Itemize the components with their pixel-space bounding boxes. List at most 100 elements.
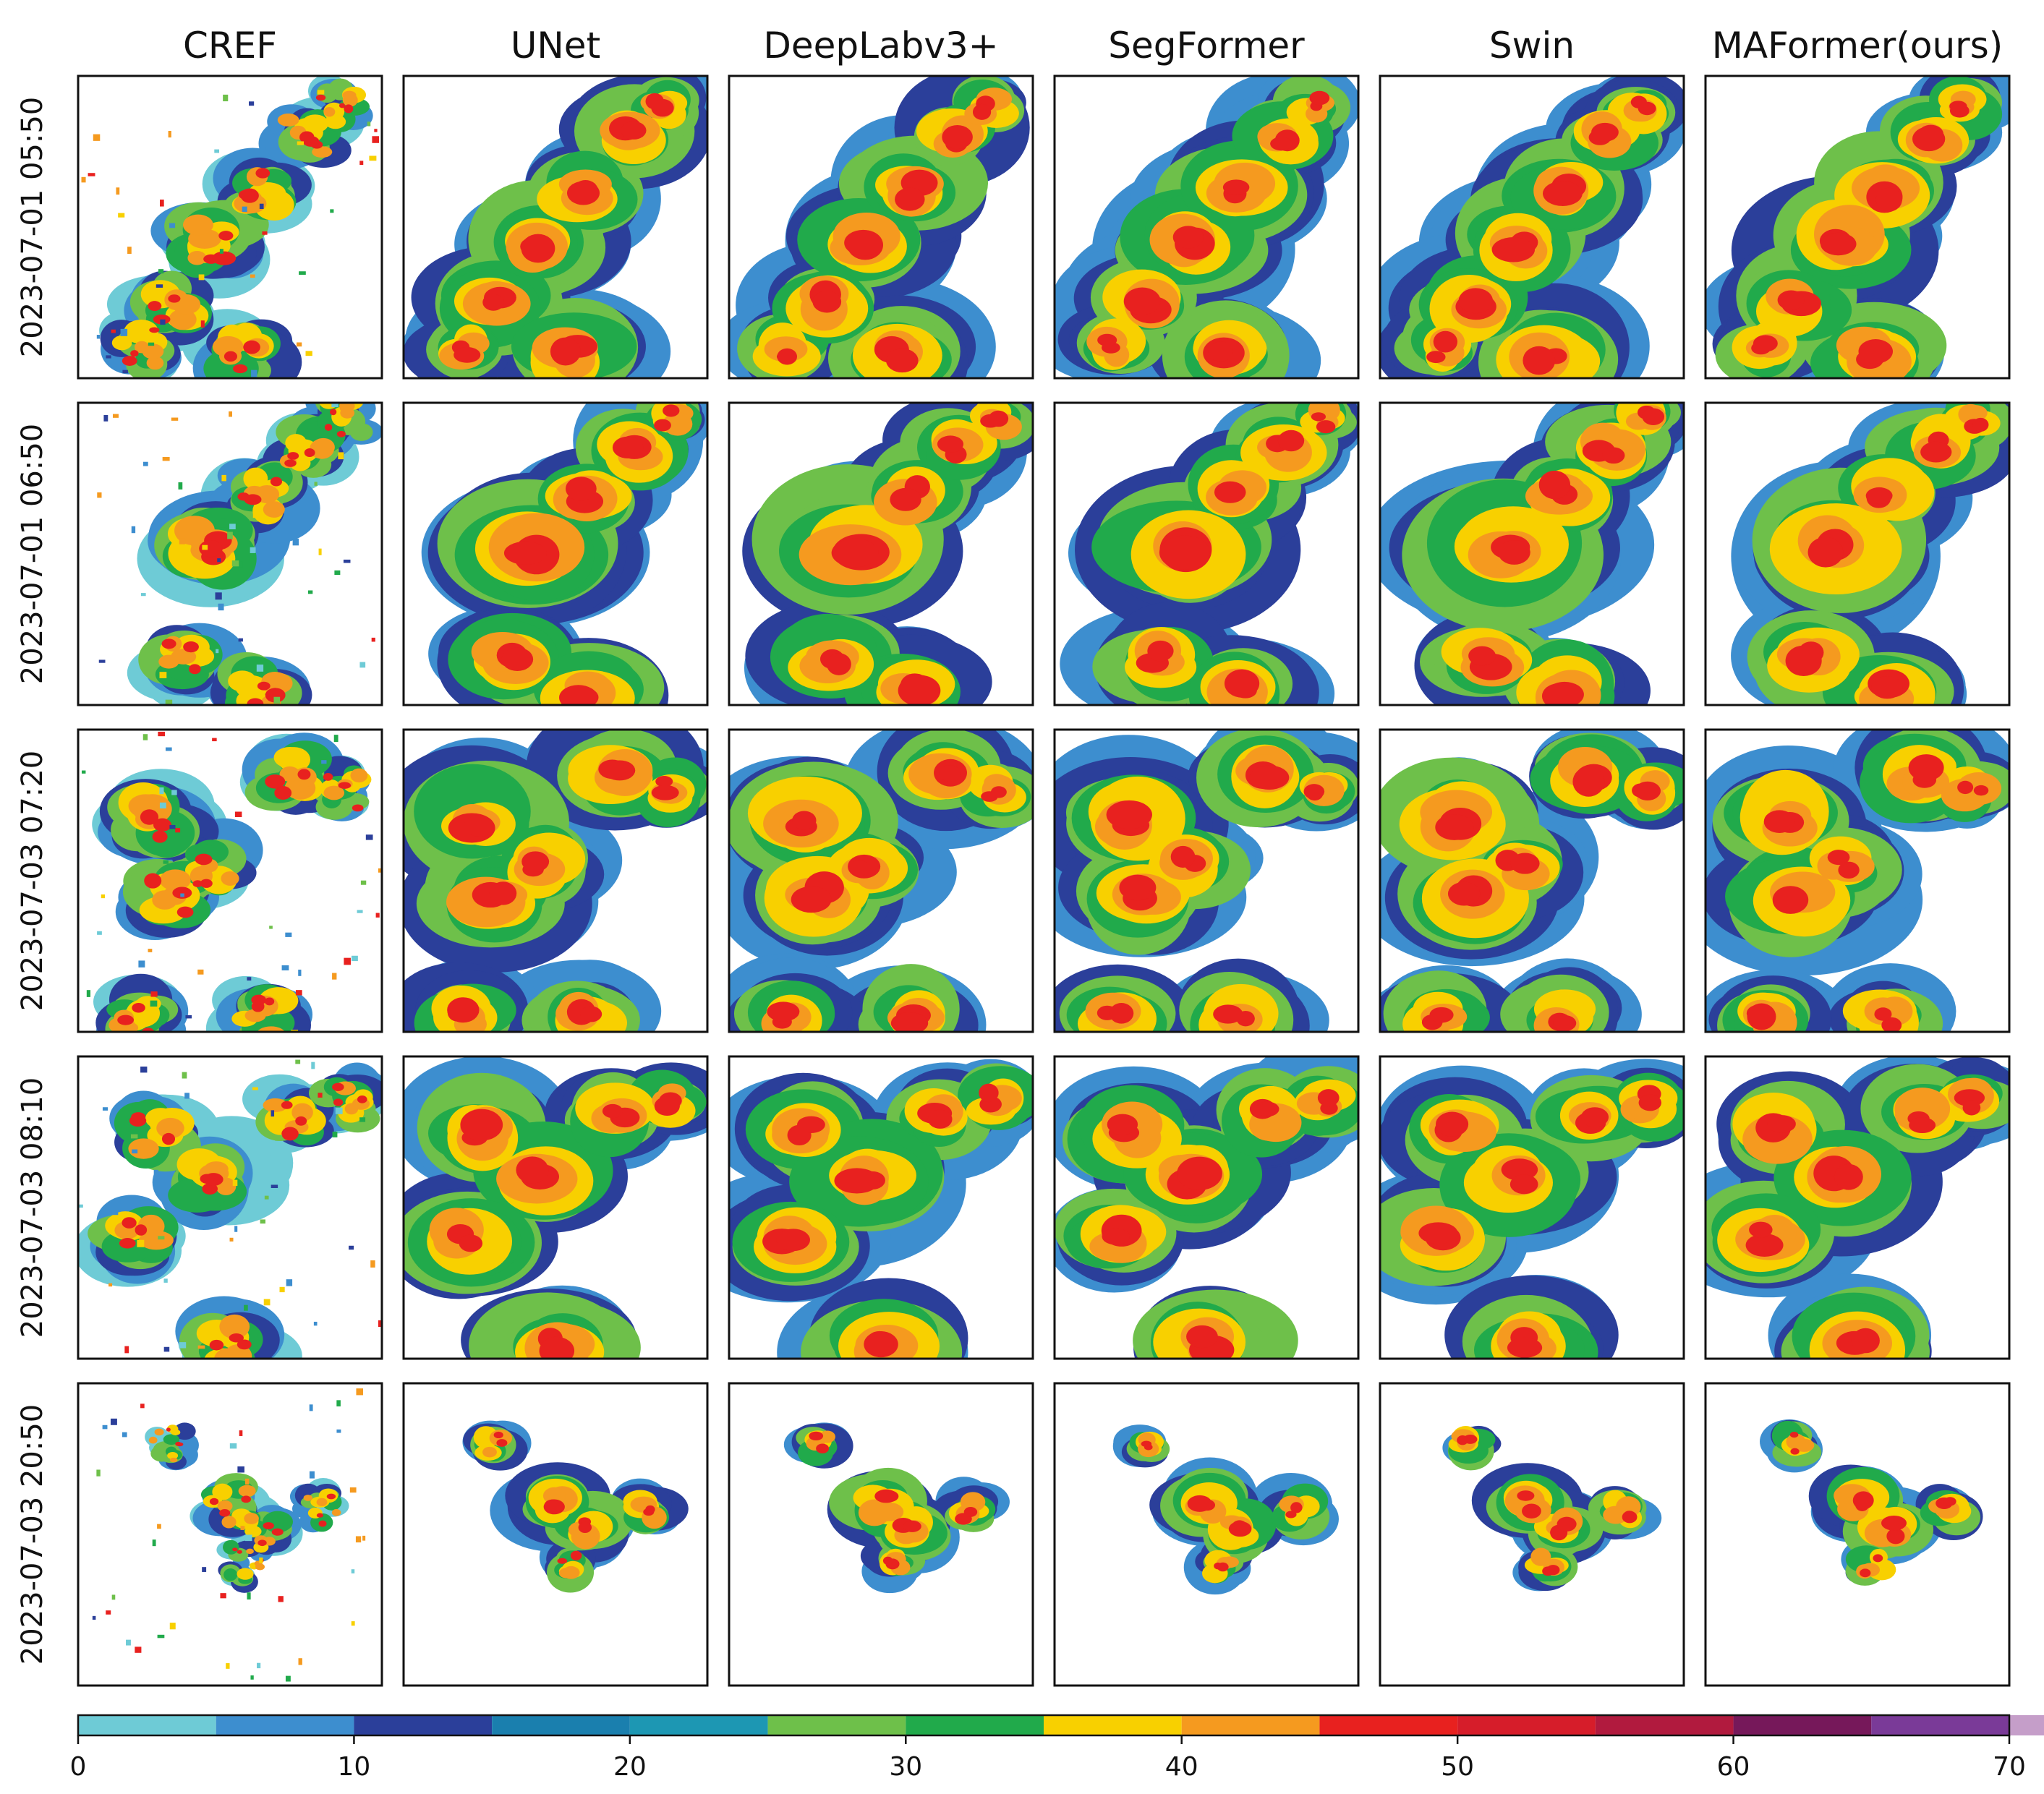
panel-1-5-frame — [1704, 401, 2011, 706]
row-label: 2023-07-03 20:50 — [16, 1404, 49, 1665]
panel-4-3-field — [1055, 1383, 1358, 1686]
colorbar-segment — [1319, 1715, 1458, 1735]
colorbar-segment — [1181, 1715, 1320, 1735]
panel-4-1-field — [404, 1383, 707, 1686]
panel-3-2-frame — [728, 1055, 1034, 1360]
panel-1-5-field — [1706, 403, 2009, 705]
colorbar-tick-label: 70 — [1993, 1752, 2026, 1782]
panel-4-4-field — [1380, 1383, 1684, 1686]
panel-2-1-field — [404, 730, 707, 1032]
row-label: 2023-07-03 07:20 — [16, 751, 49, 1011]
panel-2-4-frame — [1379, 728, 1685, 1033]
colorbar-tick-label: 40 — [1165, 1752, 1198, 1782]
panel-3-4-field — [1380, 1056, 1684, 1359]
panel-2-3-field — [1055, 730, 1358, 1032]
column-title: Swin — [1489, 25, 1575, 67]
panel-3-3-field — [1055, 1056, 1358, 1359]
panel-3-1-field — [404, 1056, 707, 1359]
column-title: SegFormer — [1108, 25, 1305, 67]
panel-0-0-frame — [77, 74, 383, 380]
panel-4-2-field — [729, 1383, 1033, 1686]
colorbar-segment — [1457, 1715, 1596, 1735]
panel-2-0-frame — [77, 728, 383, 1033]
colorbar-segment — [1044, 1715, 1182, 1735]
colorbar-tick-label: 30 — [889, 1752, 922, 1782]
colorbar-tick-label: 20 — [613, 1752, 647, 1782]
panel-3-0-field — [78, 1056, 382, 1359]
colorbar-segment — [906, 1715, 1044, 1735]
panel-1-4-field — [1380, 403, 1684, 705]
panel-4-5-field — [1706, 1383, 2009, 1686]
row-label: 2023-07-03 08:10 — [16, 1077, 49, 1338]
panel-1-3-frame — [1053, 401, 1360, 706]
colorbar-segment — [354, 1715, 493, 1735]
panel-2-5-field — [1706, 730, 2009, 1032]
colorbar-segment — [492, 1715, 630, 1735]
panel-1-2-field — [729, 403, 1033, 705]
panel-3-2-field — [729, 1056, 1033, 1359]
colorbar-tick-label: 0 — [70, 1752, 87, 1782]
panel-1-3-field — [1055, 403, 1358, 705]
colorbar-segment — [78, 1715, 216, 1735]
colorbar-segment — [1733, 1715, 1872, 1735]
column-title: DeepLabv3+ — [763, 25, 998, 67]
panel-1-1-frame — [402, 401, 709, 706]
panel-0-2-frame — [728, 74, 1034, 380]
panel-0-5-frame — [1704, 74, 2011, 380]
column-title: UNet — [511, 25, 600, 67]
panel-0-4-frame — [1379, 74, 1685, 380]
colorbar-frame — [77, 1714, 2011, 1737]
column-title: MAFormer(ours) — [1712, 25, 2003, 67]
panel-4-3-frame — [1053, 1382, 1360, 1687]
colorbar-segment — [1595, 1715, 1734, 1735]
colorbar-segment — [216, 1715, 354, 1735]
panel-4-2-frame — [728, 1382, 1034, 1687]
panel-0-3-frame — [1053, 74, 1360, 380]
row-labels: 2023-07-01 05:50 2023-07-01 06:50 2023-07-… — [16, 97, 49, 1665]
panel-3-5-frame — [1704, 1055, 2011, 1360]
panel-2-2-frame — [728, 728, 1034, 1033]
panel-2-1-frame — [402, 728, 709, 1033]
colorbar-segment — [1871, 1715, 2009, 1735]
panel-1-4-frame — [1379, 401, 1685, 706]
colorbar-tick-label: 50 — [1441, 1752, 1474, 1782]
row-label: 2023-07-01 06:50 — [16, 424, 49, 684]
panel-4-1-frame — [402, 1382, 709, 1687]
panel-0-1-field — [404, 76, 707, 378]
panel-3-5-field — [1706, 1056, 2009, 1359]
panel-4-0-field — [78, 1383, 382, 1686]
panel-2-5-frame — [1704, 728, 2011, 1033]
panel-0-3-field — [1055, 76, 1358, 378]
colorbar-segment — [2009, 1715, 2044, 1735]
panel-2-3-frame — [1053, 728, 1360, 1033]
colorbar-tick-label: 60 — [1717, 1752, 1750, 1782]
column-title: CREF — [183, 25, 277, 67]
panel-4-5-frame — [1704, 1382, 2011, 1687]
panel-3-1-frame — [402, 1055, 709, 1360]
panel-0-4-field — [1380, 76, 1684, 378]
row-label: 2023-07-01 05:50 — [16, 97, 49, 357]
panel-0-0-field — [78, 76, 382, 378]
panel-1-0-frame — [77, 401, 383, 706]
colorbar: 0 10 20 30 40 50 60 70 — [70, 1714, 2044, 1782]
panel-4-0-frame — [77, 1382, 383, 1687]
column-titles: CREF UNet DeepLabv3+ SegFormer Swin MAFormer(… — [183, 25, 2003, 67]
panel-2-0-field — [78, 730, 382, 1032]
panel-2-4-field — [1380, 730, 1684, 1032]
colorbar-tick-label: 10 — [338, 1752, 371, 1782]
colorbar-segment — [629, 1715, 768, 1735]
panel-2-2-field — [729, 730, 1033, 1032]
panel-0-5-field — [1706, 76, 2009, 378]
colorbar-segment — [767, 1715, 906, 1735]
panel-0-1-frame — [402, 74, 709, 380]
panel-3-4-frame — [1379, 1055, 1685, 1360]
panel-3-0-frame — [77, 1055, 383, 1360]
panel-1-0-field — [78, 403, 382, 705]
panel-0-2-field — [729, 76, 1033, 378]
panel-1-2-frame — [728, 401, 1034, 706]
panel-1-1-field — [404, 403, 707, 705]
panel-3-3-frame — [1053, 1055, 1360, 1360]
panel-4-4-frame — [1379, 1382, 1685, 1687]
